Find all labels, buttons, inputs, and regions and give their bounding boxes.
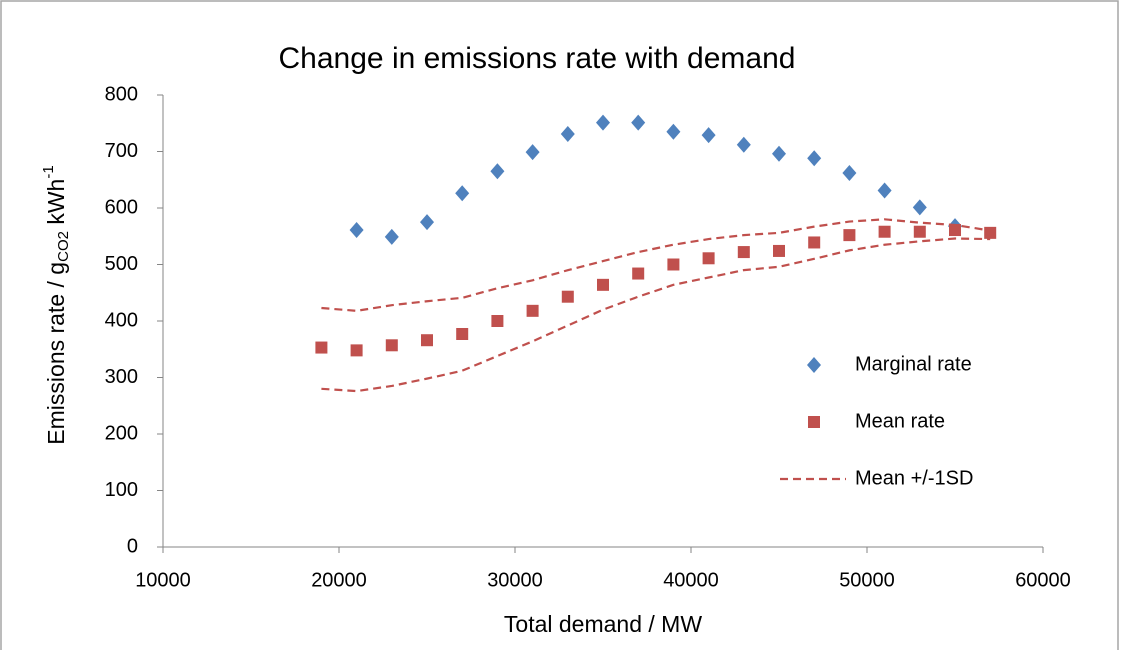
- data-point: [913, 225, 926, 238]
- data-point: [490, 163, 505, 180]
- sd-line: [321, 218, 991, 312]
- data-point: [807, 150, 822, 167]
- legend-marker: [807, 357, 821, 373]
- legend-label: Mean rate: [855, 410, 945, 432]
- data-point: [525, 144, 540, 161]
- data-point: [702, 252, 715, 265]
- legend-marker: [808, 416, 820, 428]
- legend-label: Mean +/-1SD: [855, 467, 973, 489]
- data-point: [842, 164, 857, 181]
- y-tick-label: 300: [105, 366, 138, 388]
- data-point: [737, 246, 750, 259]
- y-tick-label: 600: [105, 196, 138, 218]
- x-tick-label: 40000: [663, 569, 719, 591]
- data-point: [949, 224, 961, 237]
- data-point: [596, 114, 610, 131]
- y-tick-label: 700: [105, 140, 138, 162]
- y-label-sub: CO2: [55, 231, 72, 262]
- data-point: [384, 228, 399, 245]
- data-point: [350, 344, 363, 357]
- data-point: [912, 199, 927, 216]
- data-point: [349, 222, 364, 239]
- data-point: [843, 229, 856, 242]
- data-point: [666, 123, 681, 140]
- data-point: [808, 236, 821, 249]
- data-point: [878, 225, 891, 238]
- data-point: [385, 339, 398, 352]
- data-point: [632, 267, 645, 280]
- data-point: [772, 145, 786, 162]
- y-tick-label: 100: [105, 479, 138, 501]
- data-point: [631, 114, 646, 131]
- y-label-sup: -1: [40, 165, 57, 178]
- data-point: [491, 315, 504, 327]
- data-point: [561, 290, 574, 303]
- sd-line: [321, 237, 991, 393]
- y-tick-label: 0: [127, 535, 138, 557]
- x-axis-label: Total demand / MW: [504, 611, 702, 637]
- data-point: [736, 136, 751, 153]
- y-axis-label: Emissions rate / gCO2 kWh-1: [40, 165, 72, 444]
- x-tick-label: 50000: [839, 569, 895, 591]
- data-point: [456, 327, 469, 340]
- x-tick-label: 60000: [1015, 569, 1071, 591]
- data-point: [315, 341, 328, 354]
- chart-title: Change in emissions rate with demand: [279, 42, 796, 75]
- data-point: [667, 258, 680, 271]
- data-point: [421, 334, 433, 347]
- y-tick-label: 800: [105, 83, 138, 105]
- data-point: [526, 304, 539, 317]
- x-tick-label: 20000: [311, 569, 367, 591]
- data-point: [984, 226, 997, 239]
- legend-label: Marginal rate: [855, 353, 972, 375]
- data-point: [701, 127, 716, 144]
- y-label-unit: kWh: [43, 179, 69, 231]
- data-point: [420, 214, 434, 231]
- data-point: [560, 125, 575, 142]
- data-point: [877, 182, 892, 199]
- x-tick-label: 30000: [487, 569, 543, 591]
- y-tick-label: 400: [105, 309, 138, 331]
- y-label-text: Emissions rate / g: [43, 262, 69, 445]
- x-tick-label: 10000: [135, 569, 191, 591]
- y-tick-label: 500: [105, 253, 138, 275]
- y-tick-label: 200: [105, 422, 138, 444]
- data-point: [597, 278, 609, 291]
- data-point: [455, 185, 470, 202]
- data-point: [773, 244, 785, 257]
